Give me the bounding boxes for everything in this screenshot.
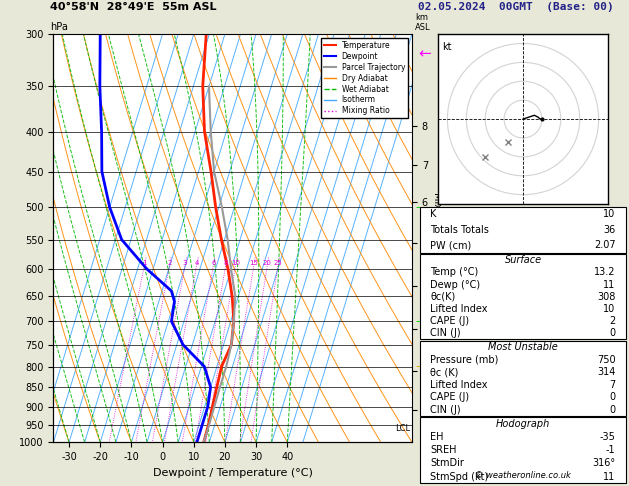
Text: 6: 6 (211, 260, 216, 266)
Text: 7: 7 (610, 380, 616, 390)
Text: θᴄ(K): θᴄ(K) (430, 292, 455, 302)
Text: km
ASL: km ASL (415, 13, 431, 32)
Text: Hodograph: Hodograph (496, 419, 550, 429)
Text: CAPE (J): CAPE (J) (430, 316, 470, 326)
Text: 2: 2 (167, 260, 172, 266)
Text: 3: 3 (183, 260, 187, 266)
Text: CAPE (J): CAPE (J) (430, 392, 470, 402)
Text: 1: 1 (142, 260, 147, 266)
Text: -1: -1 (606, 445, 616, 455)
Text: -: - (415, 315, 420, 328)
Text: Lifted Index: Lifted Index (430, 304, 488, 314)
Text: StmSpd (kt): StmSpd (kt) (430, 471, 489, 482)
Text: Pressure (mb): Pressure (mb) (430, 354, 499, 364)
Text: 25: 25 (274, 260, 282, 266)
Text: StmDir: StmDir (430, 458, 464, 469)
Text: EH: EH (430, 432, 444, 442)
Text: -: - (415, 360, 420, 373)
Text: θᴄ (K): θᴄ (K) (430, 367, 459, 377)
Text: Dewp (°C): Dewp (°C) (430, 279, 481, 290)
Text: 10: 10 (603, 209, 616, 219)
Text: 0: 0 (610, 392, 616, 402)
Text: 2: 2 (610, 316, 616, 326)
Text: LCL: LCL (395, 424, 411, 433)
Y-axis label: Mixing Ratio (g/kg): Mixing Ratio (g/kg) (432, 192, 442, 284)
Text: CIN (J): CIN (J) (430, 405, 461, 415)
Text: 316°: 316° (593, 458, 616, 469)
Text: 10: 10 (603, 304, 616, 314)
Text: SREH: SREH (430, 445, 457, 455)
Text: 8: 8 (223, 260, 228, 266)
Text: 314: 314 (597, 367, 616, 377)
Text: Surface: Surface (504, 255, 542, 265)
Text: 4: 4 (194, 260, 199, 266)
Text: 11: 11 (603, 279, 616, 290)
Text: 0: 0 (610, 405, 616, 415)
Text: 36: 36 (603, 225, 616, 235)
Text: Most Unstable: Most Unstable (488, 342, 558, 352)
Text: Lifted Index: Lifted Index (430, 380, 488, 390)
Text: -35: -35 (599, 432, 616, 442)
Legend: Temperature, Dewpoint, Parcel Trajectory, Dry Adiabat, Wet Adiabat, Isotherm, Mi: Temperature, Dewpoint, Parcel Trajectory… (321, 38, 408, 119)
Text: © weatheronline.co.uk: © weatheronline.co.uk (475, 471, 571, 480)
Text: hPa: hPa (50, 21, 68, 32)
Text: K: K (430, 209, 437, 219)
Text: 15: 15 (249, 260, 258, 266)
X-axis label: Dewpoint / Temperature (°C): Dewpoint / Temperature (°C) (153, 468, 313, 478)
Text: PW (cm): PW (cm) (430, 240, 472, 250)
Text: 02.05.2024  00GMT  (Base: 00): 02.05.2024 00GMT (Base: 00) (418, 2, 614, 12)
Text: 40°58'N  28°49'E  55m ASL: 40°58'N 28°49'E 55m ASL (50, 2, 217, 12)
Text: -: - (415, 201, 420, 214)
Text: 20: 20 (263, 260, 272, 266)
Text: ←: ← (418, 46, 431, 61)
Text: 0: 0 (610, 328, 616, 338)
Text: 13.2: 13.2 (594, 267, 616, 278)
Text: 750: 750 (597, 354, 616, 364)
Text: 10: 10 (231, 260, 240, 266)
Text: Totals Totals: Totals Totals (430, 225, 489, 235)
Text: 2.07: 2.07 (594, 240, 616, 250)
Text: kt: kt (442, 42, 451, 52)
Text: Temp (°C): Temp (°C) (430, 267, 479, 278)
Text: 308: 308 (597, 292, 616, 302)
Text: CIN (J): CIN (J) (430, 328, 461, 338)
Text: 11: 11 (603, 471, 616, 482)
